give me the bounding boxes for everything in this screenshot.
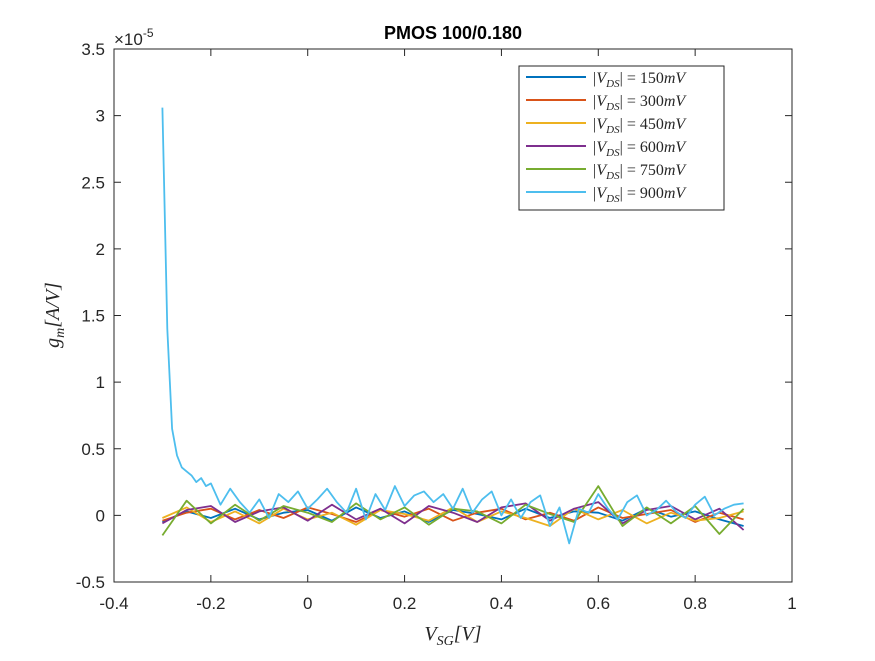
legend-label-sub: DS (605, 193, 620, 205)
legend-label-6: |VDS| = 900mV (592, 185, 687, 205)
y-multiplier-exp: -5 (143, 26, 154, 40)
series-line-1 (162, 506, 744, 527)
legend-label-value: | = 150 (620, 70, 664, 87)
legend-label-unit: mV (664, 185, 688, 202)
legend-label-value: | = 600 (620, 139, 664, 156)
x-axis-label: VSG[V] (424, 623, 481, 649)
y-tick-label: 2.5 (81, 173, 105, 192)
y-axis-label-base: g (42, 338, 64, 348)
legend-label-prefix: |V (592, 162, 608, 179)
legend-label-1: |VDS| = 150mV (592, 70, 687, 90)
legend-label-3: |VDS| = 450mV (592, 116, 687, 136)
legend-label-sub: DS (605, 170, 620, 182)
y-multiplier: ×10-5 (114, 26, 154, 49)
legend-label-prefix: |V (592, 70, 608, 87)
legend-label-5: |VDS| = 750mV (592, 162, 687, 182)
y-tick-label: -0.5 (76, 573, 105, 592)
y-tick-label: 0.5 (81, 440, 105, 459)
x-tick-label: -0.4 (99, 594, 128, 613)
x-axis-label-base: V (424, 623, 439, 645)
legend-label-sub: DS (605, 124, 620, 136)
x-tick-label: 0.6 (586, 594, 610, 613)
x-tick-label: 0.8 (683, 594, 707, 613)
x-axis: -0.4 -0.2 0 0.2 0.4 0.6 0.8 1 (99, 49, 797, 613)
y-tick-label: 0 (96, 506, 105, 525)
y-axis-label-sub: m (53, 328, 68, 338)
legend-label-prefix: |V (592, 139, 608, 156)
y-tick-label: 2 (96, 240, 105, 259)
legend-label-unit: mV (664, 93, 688, 110)
legend-label-unit: mV (664, 70, 688, 87)
legend-entries: |VDS| = 150mV|VDS| = 300mV|VDS| = 450mV|… (526, 70, 687, 205)
series-line-6 (161, 107, 744, 545)
legend-label-2: |VDS| = 300mV (592, 93, 687, 113)
legend-label-unit: mV (664, 116, 688, 133)
legend-label-sub: DS (605, 78, 620, 90)
x-tick-label: 0 (303, 594, 312, 613)
series-line-4 (161, 501, 745, 531)
legend-box (518, 65, 725, 211)
legend-label-prefix: |V (592, 93, 608, 110)
legend-label-value: | = 900 (620, 185, 664, 202)
y-tick-label: 1.5 (81, 307, 105, 326)
legend-label-4: |VDS| = 600mV (592, 139, 687, 159)
legend-label-sub: DS (605, 101, 620, 113)
legend-label-prefix: |V (592, 185, 608, 202)
y-tick-label: 3 (96, 107, 105, 126)
x-tick-label: -0.2 (196, 594, 225, 613)
legend: |VDS| = 150mV|VDS| = 300mV|VDS| = 450mV|… (518, 65, 725, 211)
x-axis-label-unit: [V] (454, 623, 482, 645)
x-axis-label-sub: SG (437, 634, 454, 649)
x-tick-label: 0.2 (393, 594, 417, 613)
y-axis: -0.5 0 0.5 1 1.5 2 2.5 3 3.5 (76, 40, 792, 592)
legend-label-sub: DS (605, 147, 620, 159)
x-tick-label: 0.4 (490, 594, 514, 613)
chart-title: PMOS 100/0.180 (384, 23, 522, 43)
legend-label-unit: mV (664, 162, 688, 179)
legend-label-value: | = 450 (620, 116, 664, 133)
y-tick-label: 3.5 (81, 40, 105, 59)
legend-label-value: | = 750 (620, 162, 664, 179)
y-tick-label: 1 (96, 373, 105, 392)
y-axis-label-unit: [A/V] (42, 282, 64, 328)
legend-label-value: | = 300 (620, 93, 664, 110)
legend-label-unit: mV (664, 139, 688, 156)
x-tick-label: 1 (787, 594, 796, 613)
y-axis-label: gm[A/V] (42, 282, 68, 348)
y-multiplier-base: ×10 (114, 30, 143, 49)
legend-label-prefix: |V (592, 116, 608, 133)
series-layer (161, 107, 745, 545)
